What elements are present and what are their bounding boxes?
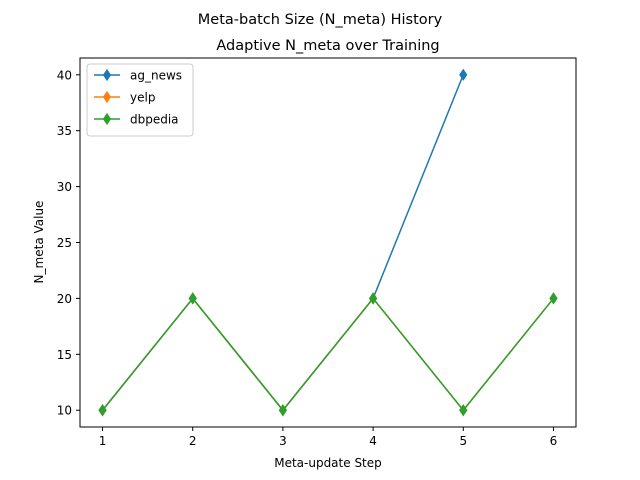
y-tick-label: 40	[57, 68, 72, 82]
y-axis-label: N_meta Value	[32, 201, 46, 284]
y-tick-label: 25	[57, 236, 72, 250]
legend-label-yelp: yelp	[130, 91, 155, 105]
legend-label-dbpedia: dbpedia	[130, 113, 179, 127]
y-tick-label: 35	[57, 124, 72, 138]
y-tick-label: 15	[57, 348, 72, 362]
series-point-ag_news	[459, 68, 468, 81]
chart-title: Adaptive N_meta over Training	[216, 38, 439, 54]
legend-label-ag_news: ag_news	[130, 69, 182, 83]
y-tick-label: 10	[57, 404, 72, 418]
y-tick-label: 20	[57, 292, 72, 306]
figure-suptitle: Meta-batch Size (N_meta) History	[198, 12, 443, 28]
plot-area	[98, 68, 558, 417]
x-tick-label: 5	[459, 434, 467, 448]
series-point-dbpedia	[369, 292, 378, 305]
x-tick-label: 6	[550, 434, 558, 448]
x-tick-label: 1	[99, 434, 107, 448]
x-tick-label: 2	[189, 434, 197, 448]
y-tick-label: 30	[57, 180, 72, 194]
series-point-dbpedia	[278, 404, 287, 417]
legend-marker-ag_news	[102, 68, 112, 82]
series-line-dbpedia	[101, 297, 555, 411]
series-point-dbpedia	[549, 292, 558, 305]
legend-marker-dbpedia	[102, 112, 112, 126]
series-point-dbpedia	[188, 292, 197, 305]
legend-marker-yelp	[102, 90, 112, 104]
series-point-dbpedia	[98, 404, 107, 417]
x-tick-label: 4	[369, 434, 377, 448]
axis-ticks: 1 2 3 4 5 6 10 15 20 25 30 35 40	[57, 68, 558, 448]
x-tick-label: 3	[279, 434, 287, 448]
series-point-dbpedia	[459, 404, 468, 417]
x-axis-label: Meta-update Step	[274, 456, 382, 470]
legend-box	[86, 63, 194, 137]
